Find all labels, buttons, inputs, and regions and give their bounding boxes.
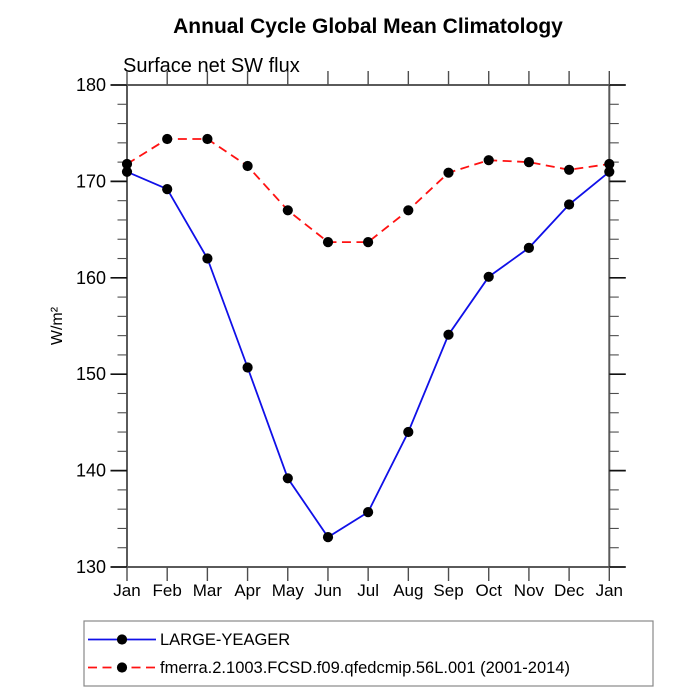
data-point-marker — [403, 205, 414, 216]
data-series — [121, 133, 615, 543]
data-point-marker — [483, 155, 494, 166]
data-point-marker — [604, 166, 615, 177]
x-tick-label-5: Jun — [314, 581, 341, 600]
data-point-marker — [162, 184, 173, 195]
data-point-marker — [564, 199, 575, 210]
x-tick-label-7: Aug — [393, 581, 423, 600]
legend-box — [83, 620, 654, 687]
legend-item-1: fmerra.2.1003.FCSD.f09.qfedcmip.56L.001 … — [88, 659, 570, 677]
data-point-marker — [363, 237, 374, 248]
y-tick-label-150: 150 — [76, 364, 106, 384]
x-tick-label-6: Jul — [357, 581, 379, 600]
legend-marker — [116, 634, 128, 645]
data-point-marker — [443, 167, 454, 178]
data-point-marker — [242, 160, 253, 172]
data-point-marker — [564, 164, 575, 175]
y-tick-label-180: 180 — [76, 75, 106, 95]
x-tick-label-12: Jan — [596, 581, 623, 600]
data-point-marker — [202, 253, 213, 264]
data-point-marker — [322, 237, 334, 248]
data-point-marker — [282, 205, 293, 216]
axis-ticks — [110, 71, 626, 581]
data-point-marker — [242, 362, 253, 373]
data-point-marker — [604, 158, 615, 170]
data-point-marker — [363, 506, 374, 518]
x-tick-label-4: May — [272, 581, 305, 600]
legend: LARGE-YEAGER fmerra.2.1003.FCSD.f09.qfedc… — [83, 620, 654, 687]
plot-frame — [126, 84, 611, 568]
data-point-marker — [282, 473, 293, 484]
plot-border — [126, 84, 611, 568]
data-point-marker — [162, 133, 173, 145]
x-tick-label-8: Sep — [433, 581, 463, 600]
data-point-marker — [443, 329, 454, 340]
series-line-1 — [126, 138, 610, 244]
x-tick-label-10: Nov — [514, 581, 545, 600]
data-point-marker — [202, 133, 213, 145]
data-point-marker — [403, 426, 414, 438]
legend-label-1: fmerra.2.1003.FCSD.f09.qfedcmip.56L.001 … — [160, 659, 570, 677]
y-tick-label-160: 160 — [76, 268, 106, 288]
x-tick-label-3: Apr — [234, 581, 261, 600]
y-tick-label-170: 170 — [76, 171, 106, 191]
x-tick-label-1: Feb — [153, 581, 182, 600]
x-tick-label-0: Jan — [113, 581, 140, 600]
y-axis-label: W/m² — [49, 306, 66, 345]
legend-marker — [116, 662, 128, 673]
data-point-marker — [121, 158, 133, 170]
data-point-marker — [483, 271, 494, 282]
x-tick-label-2: Mar — [193, 581, 223, 600]
series-line-0 — [126, 170, 610, 539]
x-tick-label-11: Dec — [554, 581, 585, 600]
y-tick-label-130: 130 — [76, 557, 106, 577]
data-point-marker — [322, 532, 334, 543]
data-point-marker — [523, 157, 535, 168]
axis-tick-labels: 130 140 150 160 170 180 Jan Feb Mar Apr May Jun Jul A… — [76, 75, 623, 600]
legend-label-0: LARGE-YEAGER — [160, 631, 290, 649]
data-point-marker — [523, 242, 535, 253]
x-tick-label-9: Oct — [475, 581, 502, 600]
y-tick-label-140: 140 — [76, 461, 106, 481]
legend-item-0: LARGE-YEAGER — [88, 631, 290, 649]
chart-subtitle: Surface net SW flux — [123, 55, 300, 77]
data-point-marker — [121, 166, 133, 177]
chart-title: Annual Cycle Global Mean Climatology — [173, 15, 563, 38]
